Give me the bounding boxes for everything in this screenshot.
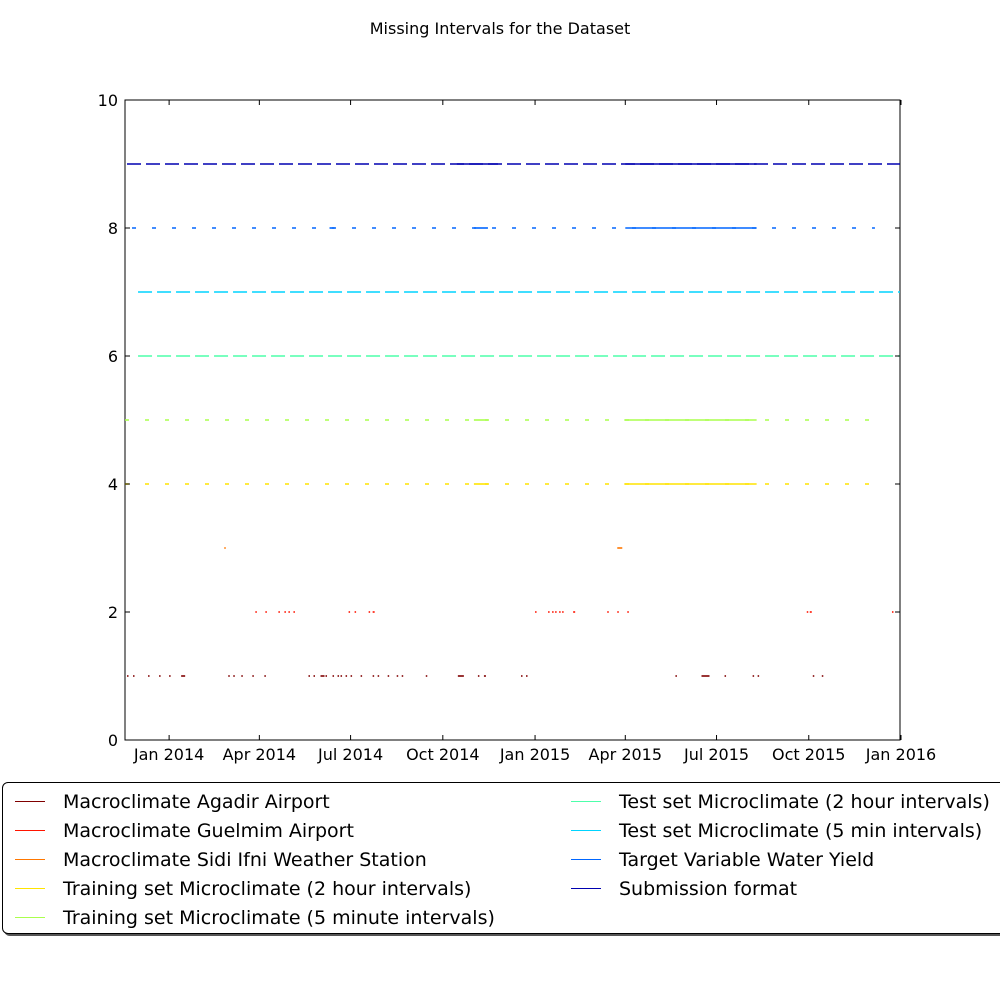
x-tick-label: Oct 2014 [406,745,479,764]
y-tick-label: 4 [108,475,118,494]
chart-title: Missing Intervals for the Dataset [370,19,631,38]
legend-swatch [571,830,601,831]
legend-column-right: Test set Microclimate (2 hour intervals)… [559,787,990,903]
legend-swatch [571,801,601,802]
legend-label: Training set Microclimate (2 hour interv… [63,877,472,900]
legend-label: Submission format [619,877,798,900]
y-tick-label: 8 [108,219,118,238]
legend-item: Training set Microclimate (5 minute inte… [3,903,495,932]
y-tick-label: 6 [108,347,118,366]
legend-swatch [571,888,601,889]
legend-item: Macroclimate Sidi Ifni Weather Station [3,845,495,874]
legend-item: Test set Microclimate (2 hour intervals) [559,787,990,816]
y-tick-label: 2 [108,603,118,622]
legend-swatch [15,830,45,831]
x-tick-label: Jan 2016 [865,745,936,764]
y-tick-label: 0 [108,731,118,750]
x-tick-label: Jul 2015 [683,745,749,764]
legend-label: Macroclimate Sidi Ifni Weather Station [63,848,427,871]
legend-swatch [15,859,45,860]
x-tick-label: Jan 2014 [133,745,204,764]
legend-label: Test set Microclimate (5 min intervals) [619,819,983,842]
chart: Missing Intervals for the Dataset 0 2 4 6 8 1… [98,19,937,764]
legend-label: Training set Microclimate (5 minute inte… [63,906,495,929]
legend-label: Test set Microclimate (2 hour intervals) [619,790,990,813]
x-tick-label: Oct 2015 [772,745,845,764]
legend-item: Macroclimate Guelmim Airport [3,816,495,845]
legend-swatch [571,859,601,860]
legend-label: Macroclimate Guelmim Airport [63,819,354,842]
legend-item: Submission format [559,874,990,903]
legend-item: Test set Microclimate (5 min intervals) [559,816,990,845]
series-layer [125,163,900,677]
x-axis: Jan 2014 Apr 2014 Jul 2014 Oct 2014 Jan 2015… [133,100,936,764]
legend-label: Target Variable Water Yield [619,848,875,871]
y-axis: 0 2 4 6 8 10 [98,91,900,750]
legend-item: Macroclimate Agadir Airport [3,787,495,816]
x-tick-label: Apr 2014 [223,745,296,764]
legend-item: Target Variable Water Yield [559,845,990,874]
legend-swatch [15,917,45,918]
legend: Macroclimate Agadir Airport Macroclimate … [2,782,1000,934]
x-tick-label: Jan 2015 [499,745,570,764]
x-tick-label: Jul 2014 [317,745,383,764]
x-tick-label: Apr 2015 [589,745,662,764]
legend-swatch [15,801,45,802]
legend-column-left: Macroclimate Agadir Airport Macroclimate … [3,787,495,932]
y-tick-label: 10 [98,91,118,110]
legend-item: Training set Microclimate (2 hour interv… [3,874,495,903]
legend-swatch [15,888,45,889]
legend-label: Macroclimate Agadir Airport [63,790,330,813]
plot-area [124,99,901,741]
